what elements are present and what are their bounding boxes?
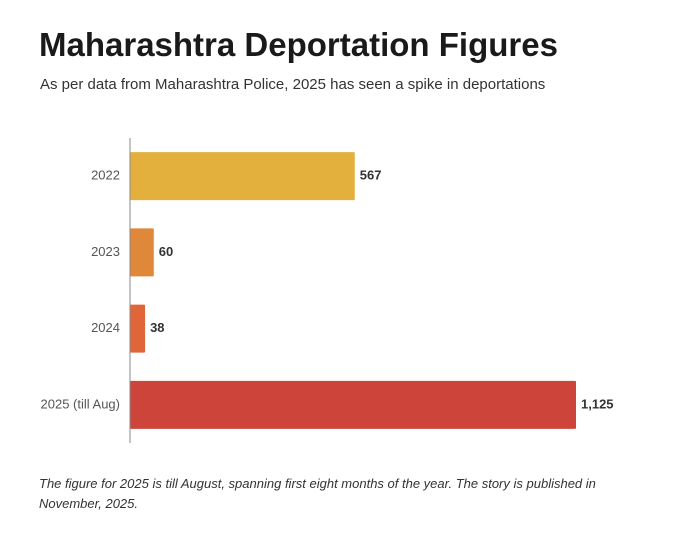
bar [130, 228, 154, 277]
chart-subtitle: As per data from Maharashtra Police, 202… [40, 76, 546, 93]
value-label: 1,125 [581, 396, 614, 411]
bar [130, 304, 146, 353]
y-tick-label: 2022 [91, 168, 120, 183]
y-tick-label: 2025 (till Aug) [41, 396, 121, 411]
value-label: 60 [159, 244, 173, 259]
chart-title: Maharashtra Deportation Figures [39, 26, 558, 63]
bar [130, 380, 576, 429]
value-label: 38 [150, 320, 164, 335]
bar [130, 152, 355, 201]
value-label: 567 [360, 168, 382, 183]
y-tick-label: 2024 [91, 320, 120, 335]
chart-note: The figure for 2025 is till August, span… [39, 476, 596, 511]
y-tick-label: 2023 [91, 244, 120, 259]
